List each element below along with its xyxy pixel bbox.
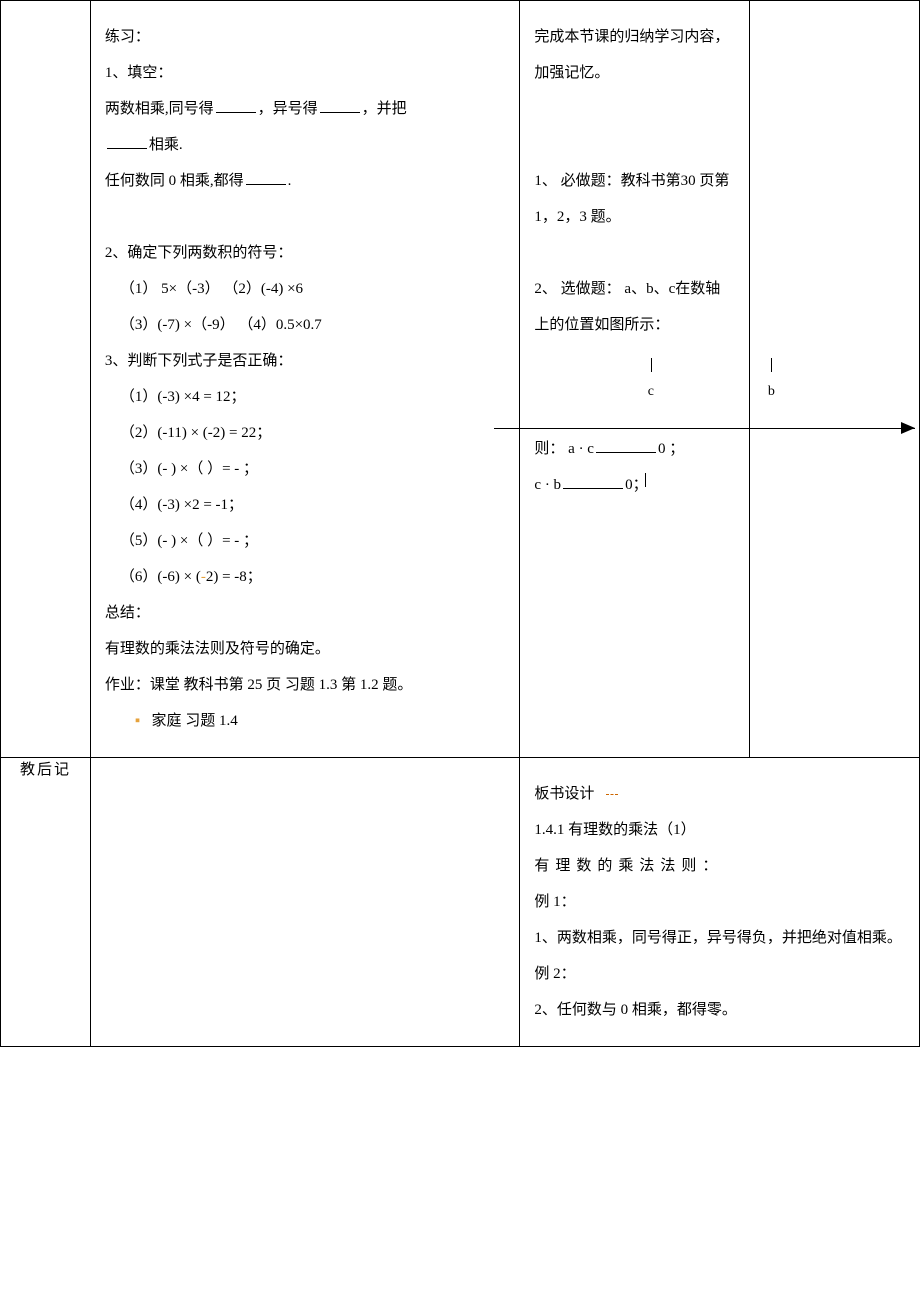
row-afternote: 教后记 板书设计 1.4.1 有理数的乘法（1） 有理数的乘法法则： 例 1： … (1, 758, 920, 1047)
exercise-content: 练习： 1、填空： 两数相乘,同号得 ，异号得 ，并把 相乘. 任何数同 0 相乘,… (91, 1, 520, 757)
row1-label-cell (1, 1, 91, 758)
exercise-cell: 练习： 1、填空： 两数相乘,同号得 ，异号得 ，并把 相乘. 任何数同 0 相乘,… (90, 1, 520, 758)
q1-l1-b: ，异号得 (258, 101, 318, 117)
orange-marker-icon: ▪ (135, 713, 140, 729)
side-cell: 完成本节课的归纳学习内容，加强记忆。 1、 必做题：教科书第30 页第 1，2，… (520, 1, 750, 758)
blank-4 (246, 170, 286, 185)
q1-l1-c: ，并把 (362, 101, 407, 117)
q3-item2: （2）(-11) × (-2) = 22； (105, 415, 506, 451)
arrowhead-icon (901, 422, 915, 434)
summary-title: 总结： (105, 595, 506, 631)
q1-title: 1、填空： (105, 55, 506, 91)
lesson-plan-table: 练习： 1、填空： 两数相乘,同号得 ，异号得 ，并把 相乘. 任何数同 0 相乘,… (0, 0, 920, 1047)
tick-b (771, 358, 772, 372)
q3-title: 3、判断下列式子是否正确： (105, 343, 506, 379)
number-line-diagram: c b (534, 343, 735, 503)
blank-3 (107, 134, 147, 149)
q3-i6-a: （6）(-6) × ( (120, 569, 201, 585)
q1-line1: 两数相乘,同号得 ，异号得 ，并把 (105, 91, 506, 127)
q2-item1: （1） 5×（-3） （2）(-4) ×6 (105, 271, 506, 307)
side-hw2: 2、 选做题： a、b、c在数轴上的位置如图所示： (534, 271, 735, 343)
side-hw1: 1、 必做题：教科书第30 页第 1，2，3 题。 (534, 163, 735, 235)
tick-label-c: c (648, 375, 654, 409)
q2-title: 2、确定下列两数积的符号： (105, 235, 506, 271)
q3-item4: （4）(-3) ×2 = -1； (105, 487, 506, 523)
q3-item1: （1）(-3) ×4 = 12； (105, 379, 506, 415)
q3-i6-b: 2) = -8； (206, 569, 262, 585)
exercise-title: 练习： (105, 19, 506, 55)
q1-line2: 相乘. (105, 127, 506, 163)
side-content: 完成本节课的归纳学习内容，加强记忆。 1、 必做题：教科书第30 页第 1，2，… (520, 1, 749, 521)
q1-l1-a: 两数相乘,同号得 (105, 101, 214, 117)
rule2: 2、任何数与 0 相乘，都得零。 (534, 992, 905, 1028)
q1-l3-b: . (288, 173, 292, 189)
q1-l2-a: 相乘. (149, 137, 183, 153)
tick-c (651, 358, 652, 372)
blank-2 (320, 98, 360, 113)
q3-item3: （3）(- ) ×（ ）= - ； (105, 451, 506, 487)
q2-item2: （3）(-7) ×（-9） （4）0.5×0.7 (105, 307, 506, 343)
q1-l3-a: 任何数同 0 相乘,都得 (105, 173, 244, 189)
number-line-axis (494, 428, 915, 429)
tick-label-b: b (768, 375, 775, 409)
side-review: 完成本节课的归纳学习内容，加强记忆。 (534, 19, 735, 91)
rule1: 1、两数相乘，同号得正，异号得负，并把绝对值相乘。 例 2： (534, 920, 905, 992)
hw-line2: ▪ 家庭 习题 1.4 (105, 703, 506, 739)
hw-l2-text: 家庭 习题 1.4 (151, 713, 237, 729)
blank-1 (216, 98, 256, 113)
rule-label-line: 有理数的乘法法则： (534, 848, 905, 884)
afternote-label-cell: 教后记 (1, 758, 91, 1047)
board-design-content: 板书设计 1.4.1 有理数的乘法（1） 有理数的乘法法则： 例 1： 1、两数… (520, 758, 919, 1046)
rule-label: 有理数的乘法法则： (534, 858, 723, 874)
board-title-line: 板书设计 (534, 776, 905, 812)
afternote-main-cell (90, 758, 520, 1047)
q1-line3: 任何数同 0 相乘,都得. (105, 163, 506, 199)
q3-item5: （5）(- ) ×（ ）= - ； (105, 523, 506, 559)
summary-line: 有理数的乘法法则及符号的确定。 (105, 631, 506, 667)
board-subtitle: 1.4.1 有理数的乘法（1） (534, 812, 905, 848)
board-title: 板书设计 (534, 786, 594, 802)
tick-below (645, 473, 646, 487)
hw-line1: 作业：课堂 教科书第 25 页 习题 1.3 第 1.2 题。 (105, 667, 506, 703)
ex1: 例 1： (534, 884, 905, 920)
afternote-label: 教后记 (20, 762, 71, 778)
q3-item6: （6）(-6) × (-2) = -8； (105, 559, 506, 595)
dotted-accent-icon (606, 794, 618, 795)
row1-right-cell (750, 1, 920, 758)
board-design-cell: 板书设计 1.4.1 有理数的乘法（1） 有理数的乘法法则： 例 1： 1、两数… (520, 758, 920, 1047)
row-exercise: 练习： 1、填空： 两数相乘,同号得 ，异号得 ，并把 相乘. 任何数同 0 相乘,… (1, 1, 920, 758)
